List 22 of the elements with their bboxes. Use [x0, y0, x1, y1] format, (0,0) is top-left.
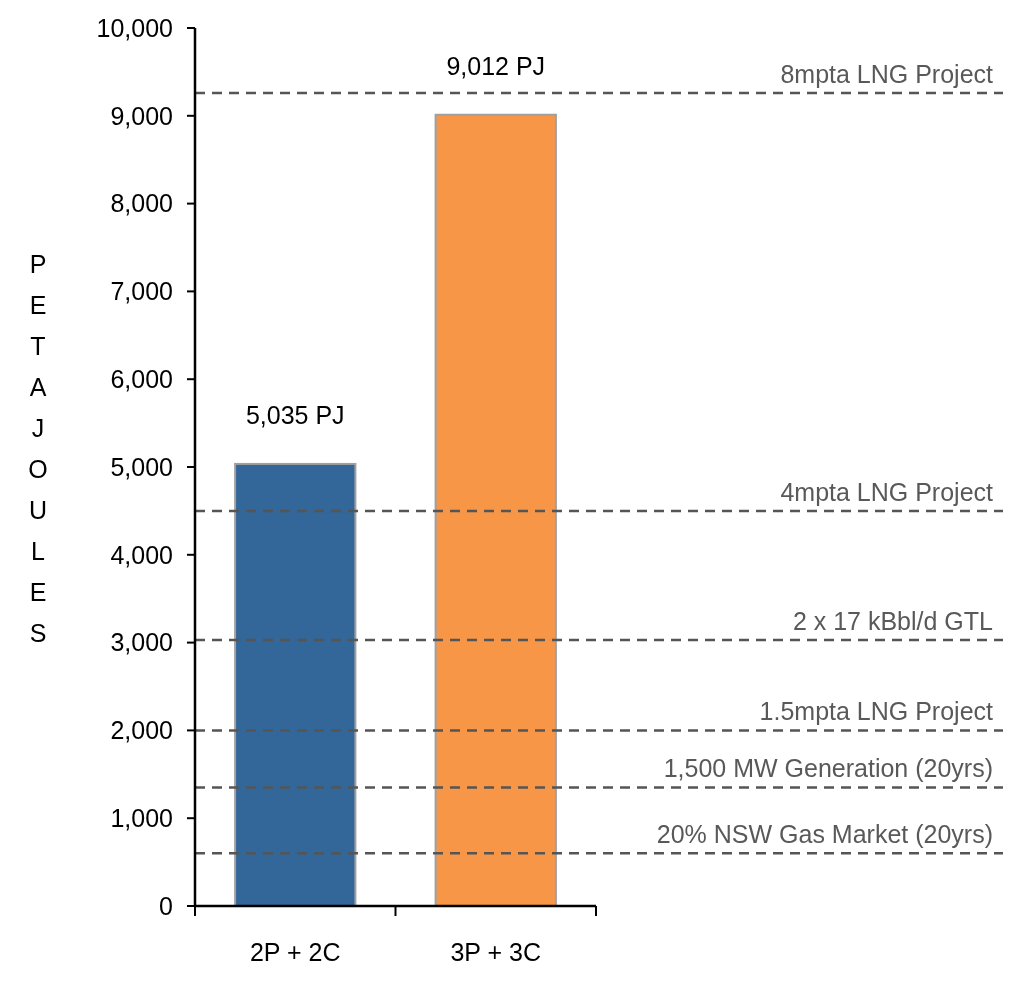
- y-tick-label: 1,000: [110, 803, 173, 832]
- ref-line-label: 4mpta LNG Project: [780, 477, 994, 506]
- data-label: 5,035 PJ: [245, 400, 345, 429]
- y-tick-label: 7,000: [110, 277, 173, 306]
- y-tick-label: 9,000: [110, 101, 173, 130]
- ref-line-label: 2 x 17 kBbl/d GTL: [792, 606, 994, 635]
- data-label: 9,012 PJ: [446, 51, 546, 80]
- x-tick-label: 3P + 3C: [450, 938, 542, 966]
- ref-line-label: 8mpta LNG Project: [780, 59, 994, 88]
- ref-line-label: 1,500 MW Generation (20yrs): [663, 754, 993, 783]
- y-tick-label: 2,000: [110, 716, 173, 745]
- y-tick-label: 8,000: [110, 189, 173, 218]
- y-tick-label: 4,000: [110, 540, 173, 569]
- text: PETAJOULES: [28, 250, 48, 647]
- ref-line-label: 20% NSW Gas Market (20yrs): [656, 820, 993, 849]
- y-tick-label: 0: [159, 891, 173, 920]
- y-tick-label: 3,000: [110, 628, 173, 657]
- y-tick-label: 10,000: [96, 13, 173, 42]
- ref-line-label: 1.5mpta LNG Project: [759, 697, 994, 726]
- y-tick-label: 6,000: [110, 364, 173, 393]
- x-tick-label: 2P + 2C: [249, 938, 341, 966]
- y-tick-label: 5,000: [110, 452, 173, 481]
